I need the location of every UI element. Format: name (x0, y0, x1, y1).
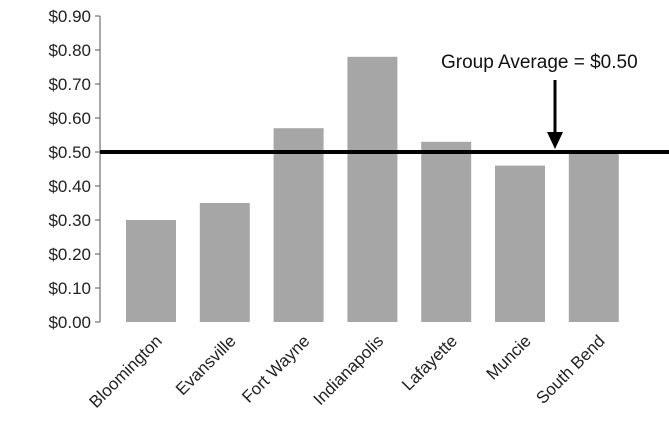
x-tick-label: Muncie (483, 331, 535, 383)
y-tick-label: $0.30 (48, 211, 91, 230)
x-tick-label: Fort Wayne (238, 331, 313, 406)
y-tick-label: $0.50 (48, 143, 91, 162)
y-tick-label: $0.60 (48, 109, 91, 128)
y-tick-label: $0.90 (48, 7, 91, 26)
annotation-arrowhead (547, 132, 563, 149)
y-tick-label: $0.80 (48, 41, 91, 60)
bar (495, 165, 545, 322)
y-tick-label: $0.40 (48, 177, 91, 196)
bar (421, 141, 472, 322)
x-tick-label: Evansville (172, 331, 240, 399)
bar (199, 203, 250, 322)
group-average-annotation: Group Average = $0.50 (441, 52, 638, 149)
x-tick-label: Bloomington (86, 331, 166, 411)
x-tick-label: Lafayette (398, 331, 461, 394)
bar (126, 220, 176, 322)
y-tick-label: $0.10 (48, 279, 91, 298)
y-tick-label: $0.70 (48, 75, 91, 94)
y-tick-label: $0.00 (48, 313, 91, 332)
bar (273, 128, 324, 322)
y-tick-label: $0.20 (48, 245, 91, 264)
x-tick-label: Indianapolis (310, 331, 388, 409)
group-average-label: Group Average = $0.50 (441, 52, 638, 73)
bars-group (126, 56, 619, 323)
bar (347, 56, 398, 323)
bar (568, 152, 619, 322)
y-axis: $0.00 $0.10 $0.20 $0.30 $0.40 $0.50 $0.60 $0.70… (48, 7, 101, 332)
x-tick-label: South Bend (532, 331, 608, 407)
